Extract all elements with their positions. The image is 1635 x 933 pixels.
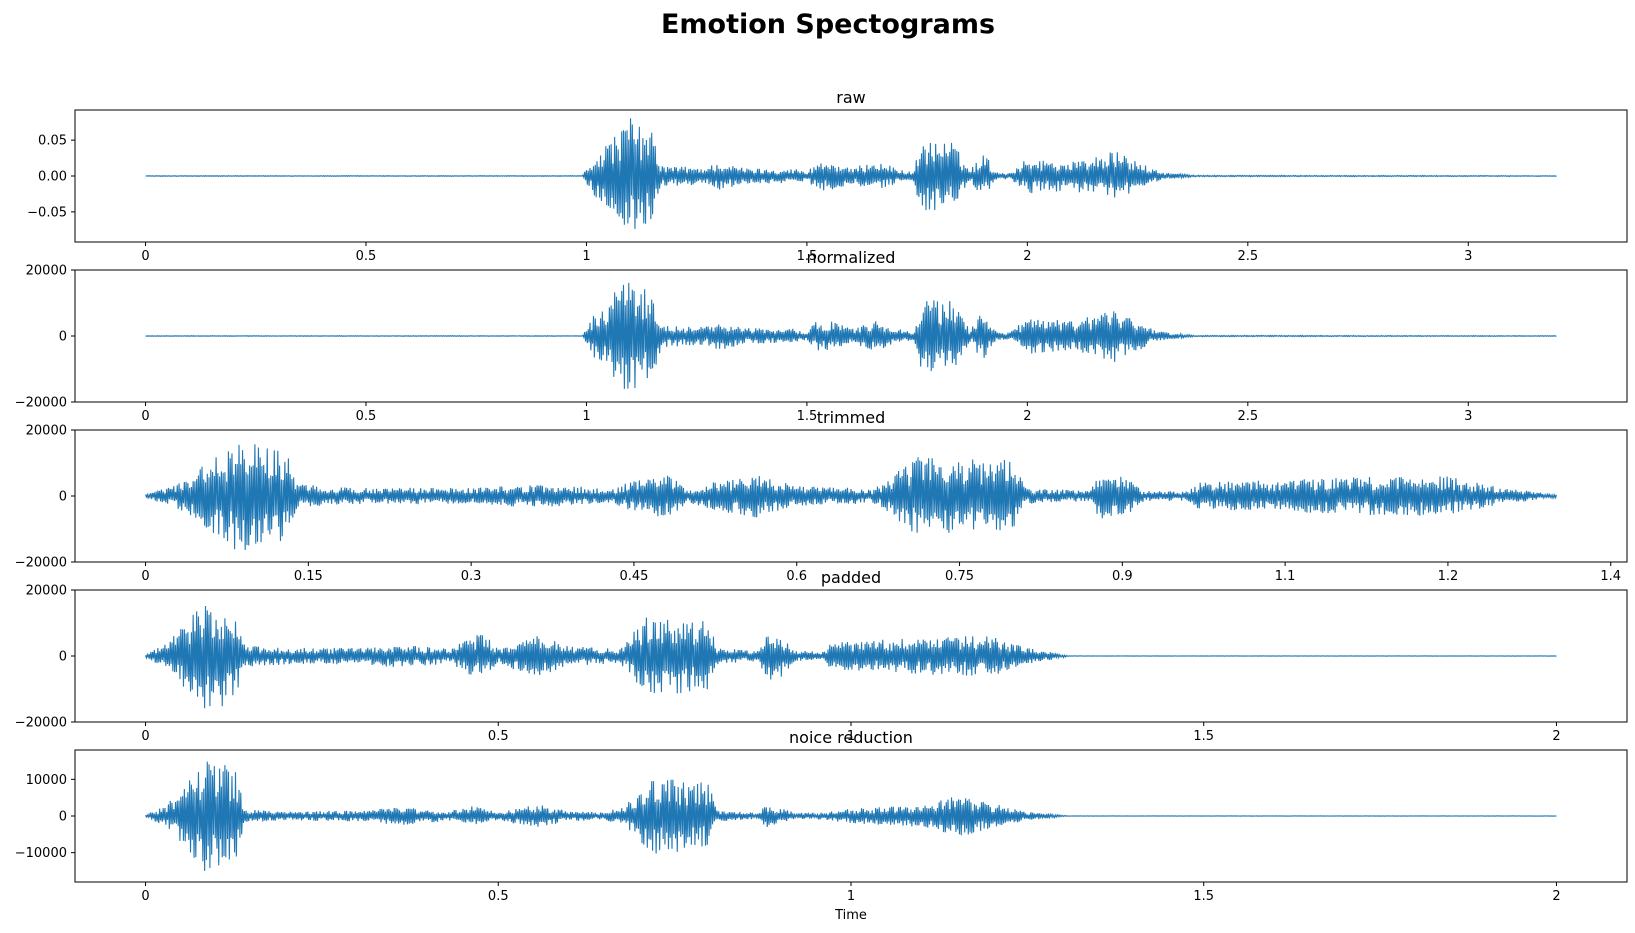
y-tick-label: −20000 xyxy=(15,396,67,411)
y-tick-label: −10000 xyxy=(15,846,67,861)
x-tick-label: 2 xyxy=(1552,729,1560,744)
x-tick-label: 1.5 xyxy=(1193,889,1214,904)
x-tick-label: 2 xyxy=(1023,409,1031,424)
waveform-line xyxy=(145,605,1557,709)
y-tick-label: 10000 xyxy=(26,773,67,788)
x-tick-label: 0.5 xyxy=(488,729,509,744)
y-tick-label: 0 xyxy=(59,650,67,665)
subplot-1: normalized 0 0.5 1 1.5 2 2.5 3 20000 0 −20000 xyxy=(15,248,1628,424)
y-tick-label: −0.05 xyxy=(27,205,67,220)
y-tick-label: −20000 xyxy=(15,716,67,731)
subplot-4: noice reduction 0 0.5 1 1.5 2 10000 0 −10000 Time xyxy=(15,728,1628,923)
x-tick-label: 3 xyxy=(1464,409,1472,424)
x-tick-label: 0 xyxy=(141,729,149,744)
x-tick-label: 3 xyxy=(1464,249,1472,264)
waveform-line xyxy=(145,444,1557,550)
x-tick-label: 0 xyxy=(141,569,149,584)
subplot-title: padded xyxy=(821,568,881,587)
x-tick-label: 0 xyxy=(141,249,149,264)
y-tick-label: 0 xyxy=(59,490,67,505)
x-tick-label: 1.2 xyxy=(1438,569,1459,584)
x-tick-label: 0.5 xyxy=(356,249,377,264)
y-tick-label: 0 xyxy=(59,810,67,825)
subplot-0: raw 0 0.5 1 1.5 2 2.5 3 0.05 0.00 −0.05 xyxy=(27,88,1628,264)
x-tick-label: 0.3 xyxy=(461,569,482,584)
x-tick-label: 1.1 xyxy=(1275,569,1296,584)
x-tick-label: 0.9 xyxy=(1112,569,1133,584)
x-tick-label: 1.5 xyxy=(797,409,818,424)
x-axis-label: Time xyxy=(834,908,867,923)
x-tick-label: 1 xyxy=(582,409,590,424)
subplot-title: noice reduction xyxy=(789,728,913,747)
x-tick-label: 0.45 xyxy=(619,569,648,584)
x-tick-label: 0.15 xyxy=(294,569,323,584)
y-tick-label: 0 xyxy=(59,330,67,345)
x-tick-label: 0.5 xyxy=(356,409,377,424)
x-tick-label: 0.5 xyxy=(488,889,509,904)
x-tick-label: 1.4 xyxy=(1600,569,1621,584)
y-tick-label: 0.00 xyxy=(38,170,67,185)
subplots: raw 0 0.5 1 1.5 2 2.5 3 0.05 0.00 −0.05 normalized 0… xyxy=(15,88,1628,923)
x-tick-label: 0 xyxy=(141,889,149,904)
x-tick-label: 2.5 xyxy=(1237,409,1258,424)
waveform-line xyxy=(145,761,1557,871)
waveform-line xyxy=(145,118,1557,230)
subplot-title: raw xyxy=(836,88,865,107)
x-tick-label: 1.5 xyxy=(797,249,818,264)
x-tick-label: 1.5 xyxy=(1193,729,1214,744)
figure-title: Emotion Spectograms xyxy=(661,9,995,40)
y-tick-label: 0.05 xyxy=(38,134,67,149)
waveform-line xyxy=(145,282,1557,389)
x-tick-label: 2.5 xyxy=(1237,249,1258,264)
y-tick-label: 20000 xyxy=(26,264,67,279)
x-tick-label: 0.6 xyxy=(786,569,807,584)
x-tick-label: 1 xyxy=(847,729,855,744)
y-tick-label: 20000 xyxy=(26,424,67,439)
subplot-title: normalized xyxy=(807,248,896,267)
x-tick-label: 1 xyxy=(582,249,590,264)
y-tick-label: −20000 xyxy=(15,556,67,571)
x-tick-label: 1 xyxy=(847,889,855,904)
y-tick-label: 20000 xyxy=(26,584,67,599)
x-tick-label: 2 xyxy=(1023,249,1031,264)
x-tick-label: 2 xyxy=(1552,889,1560,904)
subplot-title: trimmed xyxy=(817,408,885,427)
x-tick-label: 0.75 xyxy=(945,569,974,584)
x-tick-label: 0 xyxy=(141,409,149,424)
subplot-3: padded 0 0.5 1 1.5 2 20000 0 −20000 xyxy=(15,568,1628,744)
